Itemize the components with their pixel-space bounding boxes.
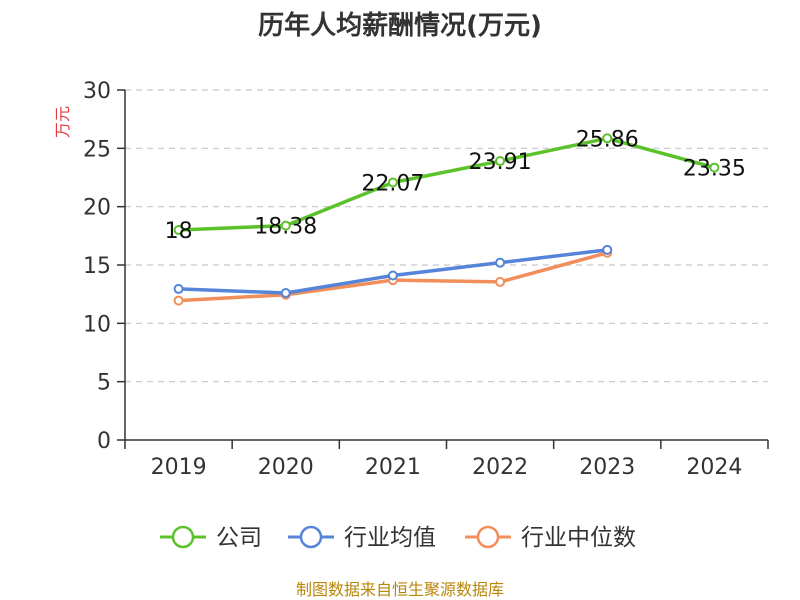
legend-label-1: 行业均值 [344, 525, 436, 551]
legend-marker-2 [476, 525, 500, 549]
data-label-2021: 22.07 [361, 172, 424, 197]
x-tick-label-2022: 2022 [472, 455, 528, 480]
point-0-2023 [602, 133, 613, 144]
point-0-2019 [173, 225, 184, 235]
point-1-2021 [387, 270, 398, 281]
y-tick-label-5: 5 [97, 371, 111, 396]
y-tick-label-15: 15 [83, 254, 111, 279]
point-2-2019 [173, 295, 184, 306]
point-1-2023 [602, 244, 613, 255]
x-tick-label-2019: 2019 [151, 455, 207, 480]
y-tick-label-10: 10 [83, 312, 111, 337]
point-2-2022 [495, 276, 506, 287]
point-0-2021 [387, 177, 398, 188]
legend-item-1[interactable]: 行业均值 [288, 525, 436, 551]
point-1-2022 [495, 257, 506, 268]
x-tick-label-2024: 2024 [686, 455, 742, 480]
y-tick-label-30: 30 [83, 79, 111, 104]
y-axis-label: 万元 [53, 106, 72, 138]
chart-title: 历年人均薪酬情况(万元) [258, 10, 542, 41]
point-0-2024 [709, 162, 720, 173]
legend-label-0: 公司 [216, 525, 262, 551]
x-tick-label-2021: 2021 [365, 455, 421, 480]
data-label-2023: 25.86 [576, 127, 639, 152]
y-tick-label-0: 0 [97, 429, 111, 454]
data-label-2024: 23.35 [683, 157, 746, 182]
legend-item-0[interactable]: 公司 [160, 525, 262, 551]
legend-label-2: 行业中位数 [521, 525, 636, 551]
data-label-2019: 18 [165, 219, 193, 244]
y-tick-label-20: 20 [83, 196, 111, 221]
point-0-2020 [280, 220, 291, 231]
data-labels: 18 18.38 22.07 23.91 25.86 23.35 [165, 127, 746, 244]
series-line-0 [178, 136, 715, 232]
point-1-2019 [173, 283, 184, 294]
data-label-2020: 18.38 [254, 215, 317, 240]
x-tick-label-2020: 2020 [258, 455, 314, 480]
grid [125, 89, 768, 383]
series-group [173, 133, 720, 306]
x-tick-label-2023: 2023 [579, 455, 635, 480]
axes: 0 5 10 15 20 25 30 2019 2020 2021 2022 2023 2024 [83, 79, 769, 480]
legend[interactable]: 公司 行业均值 行业中位数 [160, 525, 636, 551]
point-1-2020 [280, 288, 291, 298]
legend-marker-1 [299, 525, 323, 549]
y-tick-label-25: 25 [83, 137, 111, 162]
source-note: 制图数据来自恒生聚源数据库 [296, 580, 504, 599]
legend-marker-0 [171, 525, 195, 549]
data-label-2022: 23.91 [469, 150, 532, 175]
point-0-2022 [495, 156, 506, 167]
legend-item-2[interactable]: 行业中位数 [465, 525, 636, 551]
